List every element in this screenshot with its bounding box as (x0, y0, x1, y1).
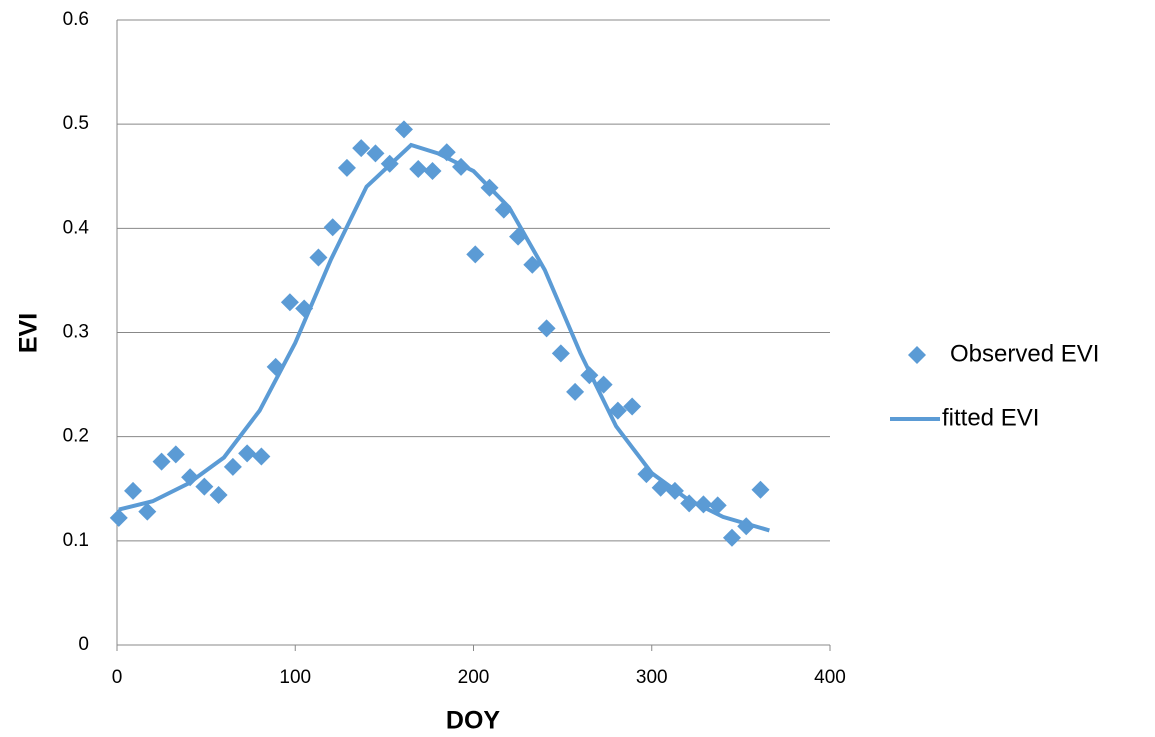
data-point (280, 293, 299, 312)
data-point (352, 139, 371, 158)
data-point (537, 319, 556, 338)
y-tick-label: 0.5 (63, 113, 89, 134)
legend-marker (908, 346, 926, 364)
data-point (323, 218, 342, 237)
x-axis-title: DOY (446, 707, 501, 735)
data-point (608, 401, 627, 420)
data-point (238, 444, 257, 463)
data-point (181, 468, 200, 487)
data-point (223, 457, 242, 476)
fitted-line (118, 142, 770, 533)
y-tick-label: 0.4 (63, 217, 90, 238)
legend-label: fitted EVI (942, 404, 1039, 431)
y-tick-label: 0.2 (63, 426, 89, 447)
y-tick-label: 0.3 (63, 322, 89, 343)
data-point (337, 158, 356, 177)
data-point (523, 255, 542, 274)
x-tick-label: 0 (112, 667, 123, 688)
y-tick-label: 0 (78, 634, 89, 655)
y-tick-label: 0.6 (63, 9, 89, 30)
y-axis-title: EVI (15, 313, 43, 353)
data-point (751, 480, 770, 499)
x-tick-label: 200 (458, 667, 490, 688)
x-tick-label: 100 (279, 667, 311, 688)
data-point (551, 344, 570, 363)
data-point (166, 445, 185, 464)
data-point (195, 477, 214, 496)
y-tick-label: 0.1 (63, 530, 89, 551)
data-point (394, 120, 413, 139)
x-tick-label: 400 (814, 667, 846, 688)
data-point (623, 397, 642, 416)
data-point (252, 447, 271, 466)
x-tick-label: 300 (636, 667, 668, 688)
data-point (152, 452, 171, 471)
data-point (466, 245, 485, 264)
data-point (708, 496, 727, 515)
legend-label: Observed EVI (950, 340, 1099, 367)
data-point (366, 144, 385, 163)
data-point (309, 248, 328, 267)
data-point (124, 481, 143, 500)
data-point (722, 528, 741, 547)
data-point (409, 159, 428, 178)
data-point (109, 508, 128, 527)
data-point (423, 162, 442, 181)
data-point (566, 382, 585, 401)
data-point (209, 486, 228, 504)
data-point (138, 502, 157, 521)
